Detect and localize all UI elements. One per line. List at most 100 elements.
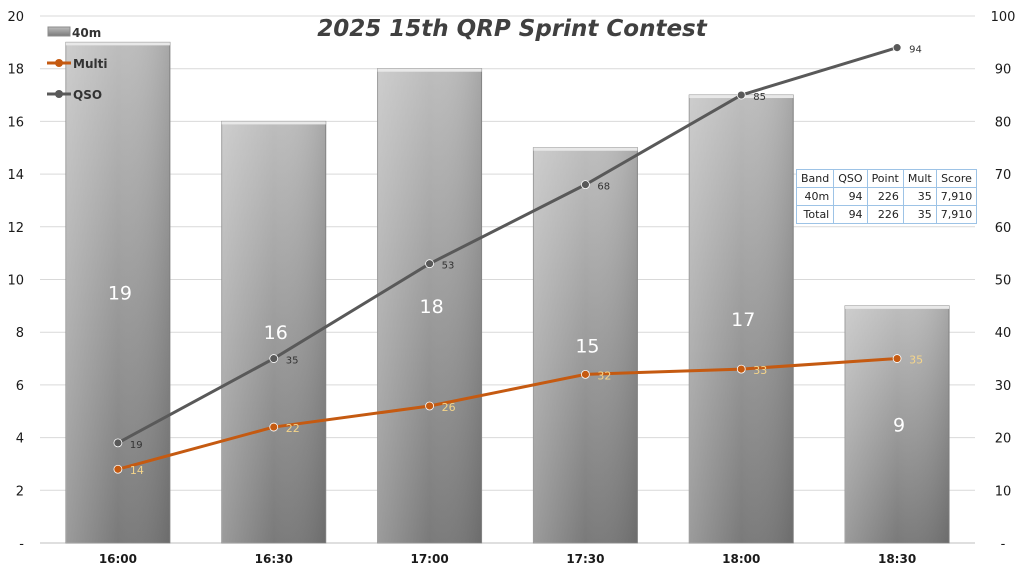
series-point-qso <box>736 90 746 100</box>
score-table-cell: 94 <box>833 187 868 206</box>
legend-label: QSO <box>73 88 102 102</box>
score-table-row: 40m 94 226 35 7,910 <box>795 187 978 206</box>
bar-label: 15 <box>575 335 599 357</box>
bar-top <box>845 305 950 309</box>
series-point-qso <box>581 180 590 190</box>
right-tick-label: 80 <box>995 115 1012 130</box>
legend-swatch-bar <box>47 26 71 37</box>
series-point-qso <box>113 438 123 448</box>
point-label-qso: 19 <box>130 440 143 451</box>
score-table-cell: 226 <box>866 205 904 224</box>
point-label-multi: 33 <box>753 364 767 377</box>
right-tick-label: 100 <box>991 10 1016 25</box>
score-table-row: Total 94 226 35 7,910 <box>795 205 978 224</box>
bar-top <box>221 121 326 125</box>
series-point-multi <box>113 464 123 474</box>
point-label-qso: 68 <box>597 182 610 193</box>
right-tick-label: 60 <box>995 221 1012 236</box>
bar-shade <box>221 121 326 544</box>
score-table-cell: 35 <box>902 187 937 206</box>
left-tick-label: 14 <box>7 168 24 183</box>
point-label-multi: 35 <box>909 354 923 367</box>
left-tick-label: 12 <box>7 221 24 236</box>
point-label-qso: 35 <box>286 356 299 367</box>
series-line-multi <box>117 357 898 471</box>
left-tick-label: 20 <box>7 10 24 25</box>
score-table-cell: Total <box>795 205 835 224</box>
series-point-qso <box>892 43 902 53</box>
left-tick-label: 2 <box>16 484 24 499</box>
series-point-multi <box>736 364 746 374</box>
lines: 14 22 26 32 33 35 19 35 53 68 85 94 <box>113 43 923 477</box>
legend-label: Multi <box>73 57 107 71</box>
right-tick-label: 20 <box>995 432 1012 447</box>
series-point-multi <box>425 401 434 411</box>
left-tick-label: 6 <box>16 379 24 394</box>
bar-label: 19 <box>108 283 132 305</box>
bar-top <box>65 42 170 46</box>
right-tick-label: - <box>1001 537 1006 552</box>
legend-swatch-marker <box>55 59 63 67</box>
bar-top <box>377 68 482 72</box>
category-label: 18:00 <box>722 552 760 566</box>
bar-label: 16 <box>264 322 288 344</box>
point-label-multi: 26 <box>442 401 456 414</box>
chart-title: 2025 15th QRP Sprint Contest <box>317 16 708 42</box>
category-label: 16:00 <box>99 552 137 566</box>
right-tick-label: 50 <box>995 274 1012 289</box>
series-point-qso <box>425 259 434 269</box>
right-tick-label: 10 <box>995 484 1012 499</box>
score-table-header: QSO <box>833 169 868 188</box>
right-axis: - 10 20 30 40 50 60 70 80 90 100 <box>991 10 1016 552</box>
series-point-multi <box>892 354 902 363</box>
category-label: 16:30 <box>255 552 293 566</box>
bar-label: 17 <box>731 309 755 331</box>
point-label-qso: 94 <box>909 45 922 56</box>
score-table-cell: 7,910 <box>935 205 978 224</box>
point-label-qso: 53 <box>442 261 455 272</box>
right-tick-label: 30 <box>995 379 1012 394</box>
left-tick-label: 8 <box>16 326 24 341</box>
right-tick-label: 40 <box>995 326 1012 341</box>
score-table-cell: 94 <box>833 205 868 224</box>
score-table-cell: 7,910 <box>935 187 978 206</box>
bar-shade <box>845 305 950 543</box>
left-tick-label: 16 <box>7 115 24 130</box>
point-label-multi: 32 <box>597 369 611 382</box>
left-tick-label: - <box>19 537 24 552</box>
score-table: Band QSO Point Mult Score 40m 94 226 35 … <box>795 169 978 224</box>
series-point-multi <box>269 422 279 432</box>
category-label: 18:30 <box>878 552 916 566</box>
point-label-multi: 22 <box>286 422 300 435</box>
bar-top <box>533 147 638 151</box>
left-tick-label: 10 <box>7 274 24 289</box>
score-table-header: Band <box>795 169 835 188</box>
score-table-cell: 40m <box>795 187 835 206</box>
legend-swatch-marker <box>55 90 63 98</box>
category-axis: 16:00 16:30 17:00 17:30 18:00 18:30 <box>99 552 916 566</box>
series-line-qso <box>117 46 898 445</box>
left-tick-label: 4 <box>16 432 24 447</box>
point-label-qso: 85 <box>753 92 766 103</box>
bar-shade <box>533 147 638 543</box>
bar-shade <box>377 68 482 543</box>
score-table-header: Score <box>935 169 978 188</box>
score-table-cell: 35 <box>902 205 937 224</box>
bar-label: 9 <box>893 414 905 436</box>
left-tick-label: 18 <box>7 63 24 78</box>
category-label: 17:00 <box>410 552 448 566</box>
score-table-header: Mult <box>902 169 937 188</box>
left-axis: - 2 4 6 8 10 12 14 16 18 20 <box>7 10 24 552</box>
legend-label: 40m <box>72 26 101 40</box>
score-table-header-row: Band QSO Point Mult Score <box>795 169 978 188</box>
right-tick-label: 90 <box>995 63 1012 78</box>
bars: 19 16 18 15 17 9 <box>65 41 950 544</box>
bar-label: 18 <box>419 296 443 318</box>
score-table-cell: 226 <box>866 187 904 206</box>
legend: 40m Multi QSO <box>47 26 107 102</box>
series-point-qso <box>269 354 279 363</box>
bar-shade <box>689 95 794 544</box>
series-point-multi <box>581 369 590 379</box>
